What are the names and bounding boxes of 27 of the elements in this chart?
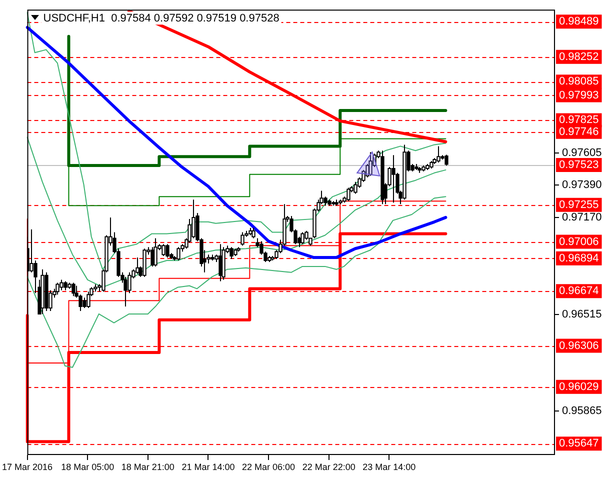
ref-line-label: 0.96029 <box>559 380 599 393</box>
ref-line-label: 0.97825 <box>559 114 599 126</box>
chart-title: USDCHF,H1 0.97584 0.97592 0.97519 0.97528 <box>43 12 280 25</box>
ref-line-label: 0.98489 <box>559 16 599 28</box>
x-tick-label: 18 Mar 05:00 <box>61 462 114 472</box>
ref-line-label: 0.95647 <box>559 438 599 450</box>
x-tick-label: 22 Mar 22:00 <box>302 462 356 472</box>
y-tick-label: 0.96515 <box>562 308 602 321</box>
x-tick-label: 22 Mar 06:00 <box>242 462 296 472</box>
x-tick-label: 21 Mar 14:00 <box>182 462 235 472</box>
x-tick-label: 23 Mar 14:00 <box>362 462 416 472</box>
y-tick-label: 0.97390 <box>562 178 602 191</box>
x-tick-label: 18 Mar 21:00 <box>121 462 174 472</box>
y-tick-label: 0.97170 <box>562 211 602 224</box>
ref-line-label: 0.97993 <box>559 89 599 102</box>
ref-line-label: 0.96674 <box>559 285 599 298</box>
ref-line-label: 0.97255 <box>559 198 599 211</box>
ref-line-label: 0.98085 <box>559 76 599 88</box>
ref-line-label: 0.96306 <box>559 340 599 352</box>
ref-line-label: 0.97006 <box>559 236 599 248</box>
ref-line-label: 0.96894 <box>559 252 599 264</box>
ref-line-label: 0.98252 <box>559 50 599 63</box>
y-tick-label: 0.97605 <box>562 146 602 159</box>
ref-line-label: 0.97746 <box>559 126 599 138</box>
y-tick-label: 0.95865 <box>562 405 602 418</box>
ref-line-label: 0.97523 <box>559 159 599 172</box>
x-tick-label: 17 Mar 2016 <box>2 462 53 472</box>
